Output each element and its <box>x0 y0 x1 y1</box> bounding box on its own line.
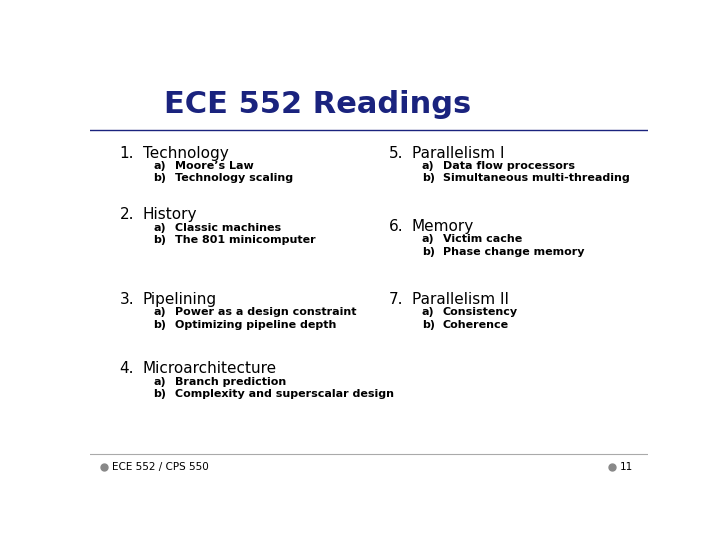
Text: 3.: 3. <box>120 292 134 307</box>
Text: Classic machines: Classic machines <box>175 222 282 233</box>
Text: 2.: 2. <box>120 207 134 222</box>
Text: Technology: Technology <box>143 146 228 161</box>
Text: a): a) <box>422 307 434 318</box>
Text: Coherence: Coherence <box>443 320 509 329</box>
Text: b): b) <box>422 173 435 184</box>
Text: ECE 552 / CPS 550: ECE 552 / CPS 550 <box>112 462 209 472</box>
Text: Data flow processors: Data flow processors <box>443 161 575 171</box>
Text: The 801 minicomputer: The 801 minicomputer <box>175 235 316 245</box>
Text: History: History <box>143 207 197 222</box>
Text: Optimizing pipeline depth: Optimizing pipeline depth <box>175 320 337 329</box>
Text: b): b) <box>422 247 435 256</box>
Text: Power as a design constraint: Power as a design constraint <box>175 307 356 318</box>
Text: b): b) <box>422 320 435 329</box>
Text: b): b) <box>153 389 166 399</box>
Text: Phase change memory: Phase change memory <box>443 247 584 256</box>
Text: ECE 552 Readings: ECE 552 Readings <box>163 90 471 119</box>
Text: a): a) <box>153 222 166 233</box>
Text: Complexity and superscalar design: Complexity and superscalar design <box>175 389 395 399</box>
Text: Branch prediction: Branch prediction <box>175 377 287 387</box>
Text: 1.: 1. <box>120 146 134 161</box>
Text: a): a) <box>153 377 166 387</box>
Text: b): b) <box>153 320 166 329</box>
Text: b): b) <box>153 173 166 184</box>
Text: a): a) <box>153 161 166 171</box>
Text: Microarchitecture: Microarchitecture <box>143 361 276 376</box>
Text: Moore’s Law: Moore’s Law <box>175 161 254 171</box>
Text: Parallelism I: Parallelism I <box>412 146 504 161</box>
Text: Memory: Memory <box>412 219 474 234</box>
Text: Victim cache: Victim cache <box>443 234 522 244</box>
Text: Pipelining: Pipelining <box>143 292 217 307</box>
Text: Simultaneous multi-threading: Simultaneous multi-threading <box>443 173 629 184</box>
Text: a): a) <box>422 234 434 244</box>
Text: a): a) <box>153 307 166 318</box>
Text: 6.: 6. <box>388 219 403 234</box>
Text: a): a) <box>422 161 434 171</box>
Text: b): b) <box>153 235 166 245</box>
Text: 7.: 7. <box>388 292 403 307</box>
Text: 5.: 5. <box>388 146 403 161</box>
Text: Technology scaling: Technology scaling <box>175 173 293 184</box>
Text: 11: 11 <box>619 462 633 472</box>
Text: Parallelism II: Parallelism II <box>412 292 508 307</box>
Text: Consistency: Consistency <box>443 307 518 318</box>
Text: 4.: 4. <box>120 361 134 376</box>
